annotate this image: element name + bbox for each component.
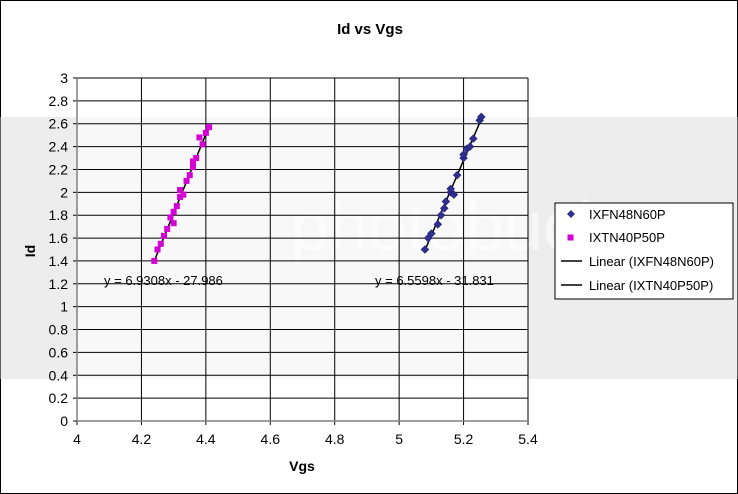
y-tick-label: 0.8 xyxy=(49,322,69,338)
y-axis-title: Id xyxy=(22,245,38,257)
y-tick-label: 2.8 xyxy=(49,93,69,109)
legend-label: IXFN48N60P xyxy=(589,207,666,222)
x-axis-title: Vgs xyxy=(289,458,315,474)
y-tick-label: 1 xyxy=(60,299,68,315)
data-point-ixfn48n60p xyxy=(439,203,449,213)
legend-item-ixfn48n60p: IXFN48N60P xyxy=(567,207,666,222)
trendline-equation-ixfn48n60p: y = 6.5598x - 31.831 xyxy=(375,273,494,288)
data-point-ixfn48n60p xyxy=(436,210,446,220)
data-point-ixfn48n60p xyxy=(465,142,475,151)
y-tick-label: 3 xyxy=(60,70,68,86)
y-tick-label: 1.8 xyxy=(49,207,69,223)
x-tick-label: 4.6 xyxy=(261,431,281,447)
data-point-ixtn40p50p xyxy=(202,129,209,136)
data-point-ixtn40p50p xyxy=(186,172,193,179)
y-tick-label: 0.2 xyxy=(49,390,69,406)
data-point-ixtn40p50p xyxy=(173,203,180,210)
data-point-ixtn40p50p xyxy=(170,220,177,227)
data-point-ixtn40p50p xyxy=(193,155,200,162)
data-point-ixfn48n60p xyxy=(459,150,468,159)
y-tick-label: 2.2 xyxy=(49,161,69,177)
data-point-ixtn40p50p xyxy=(180,191,187,198)
data-point-ixtn40p50p xyxy=(170,208,177,215)
x-tick-label: 5.2 xyxy=(454,431,474,447)
data-point-ixfn48n60p xyxy=(420,245,430,254)
data-point-ixtn40p50p xyxy=(189,158,196,165)
y-tick-label: 1.4 xyxy=(49,253,69,269)
x-tick-labels: 4 4.2 4.4 4.6 4.8 5 5.2 5.4 xyxy=(73,431,538,447)
data-point-ixtn40p50p xyxy=(164,225,171,232)
y-tick-label: 0 xyxy=(60,413,68,429)
data-point-ixfn48n60p xyxy=(446,184,456,194)
data-point-ixtn40p50p xyxy=(183,177,190,184)
trendline-equation-ixtn40p50p: y = 6.9308x - 27.986 xyxy=(104,273,223,288)
legend-item-linear-ixfn48n60p: Linear (IXFN48N60P) xyxy=(561,254,714,269)
gridlines xyxy=(73,77,529,425)
plot-area xyxy=(76,77,529,422)
y-tick-label: 2.4 xyxy=(49,139,69,155)
data-point-ixfn48n60p xyxy=(427,229,436,238)
x-tick-label: 4.4 xyxy=(196,431,216,447)
data-points xyxy=(151,112,486,264)
legend-item-linear-ixtn40p50p: Linear (IXTN40P50P) xyxy=(561,278,713,293)
data-point-ixtn40p50p xyxy=(157,240,164,247)
y-tick-label: 0.4 xyxy=(49,367,69,383)
data-point-ixfn48n60p xyxy=(449,190,459,199)
data-point-ixtn40p50p xyxy=(206,124,213,131)
data-point-ixtn40p50p xyxy=(199,141,206,148)
y-tick-label: 2 xyxy=(60,184,68,200)
y-tick-label: 1.6 xyxy=(49,230,69,246)
data-point-ixtn40p50p xyxy=(154,246,161,253)
data-point-ixtn40p50p xyxy=(177,187,184,194)
diamond-marker-icon xyxy=(567,210,575,218)
legend-label: IXTN40P50P xyxy=(589,230,665,245)
data-point-ixfn48n60p xyxy=(441,197,451,206)
chart-title: Id vs Vgs xyxy=(337,21,403,38)
x-tick-label: 5.4 xyxy=(518,431,538,447)
legend-box xyxy=(554,202,734,300)
y-tick-labels: 0 0.2 0.4 0.6 0.8 1 1.2 1.4 1.6 1.8 2 2.2 2.4 2.6 2.8 3 xyxy=(49,70,69,429)
data-point-ixtn40p50p xyxy=(196,134,203,141)
data-point-ixfn48n60p xyxy=(433,219,443,229)
x-tick-label: 5 xyxy=(395,431,403,447)
data-point-ixtn40p50p xyxy=(160,232,167,239)
y-tick-label: 1.2 xyxy=(49,276,69,292)
square-marker-icon xyxy=(567,234,574,241)
data-point-ixtn40p50p xyxy=(167,214,174,221)
x-tick-label: 4 xyxy=(73,431,81,447)
legend-item-ixtn40p50p: IXTN40P50P xyxy=(567,230,665,245)
data-point-ixtn40p50p xyxy=(151,257,158,264)
data-point-ixfn48n60p xyxy=(468,134,478,143)
legend: IXFN48N60P IXTN40P50P Linear (IXFN48N60P… xyxy=(554,202,734,300)
y-tick-label: 0.6 xyxy=(49,344,69,360)
legend-label: Linear (IXFN48N60P) xyxy=(589,254,714,269)
data-point-ixfn48n60p xyxy=(476,112,486,122)
data-point-ixtn40p50p xyxy=(177,193,184,200)
data-point-ixtn40p50p xyxy=(189,164,196,171)
y-tick-label: 2.6 xyxy=(49,116,69,132)
x-tick-label: 4.2 xyxy=(132,431,152,447)
legend-label: Linear (IXTN40P50P) xyxy=(589,278,713,293)
data-point-ixfn48n60p xyxy=(452,170,462,180)
x-tick-label: 4.8 xyxy=(325,431,345,447)
